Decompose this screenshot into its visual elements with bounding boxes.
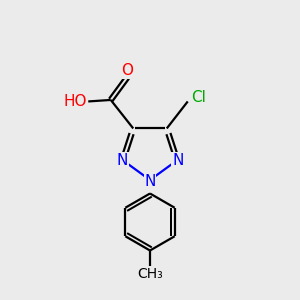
- Text: CH₃: CH₃: [137, 267, 163, 280]
- Text: HO: HO: [63, 94, 87, 109]
- Text: O: O: [121, 63, 133, 78]
- Text: N: N: [144, 174, 156, 189]
- Text: N: N: [172, 153, 183, 168]
- Text: N: N: [117, 153, 128, 168]
- Text: Cl: Cl: [191, 90, 206, 105]
